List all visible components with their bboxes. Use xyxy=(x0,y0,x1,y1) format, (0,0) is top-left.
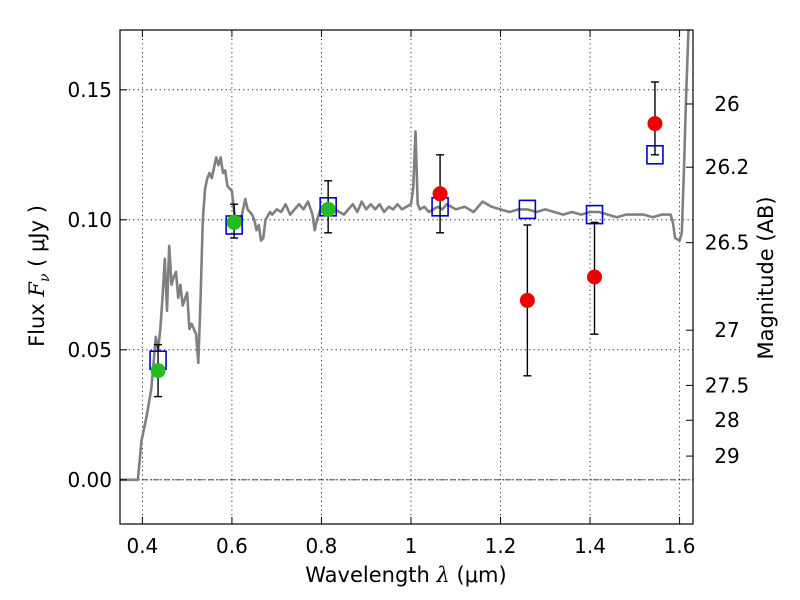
sed-model-line xyxy=(120,30,690,482)
measurement-point xyxy=(647,116,663,132)
detection-point xyxy=(226,214,242,230)
detection-point xyxy=(320,201,336,217)
x-tick-label: 1.6 xyxy=(664,534,696,558)
y2-tick-label: 26.2 xyxy=(705,155,750,179)
x-tick-label: 0.8 xyxy=(306,534,338,558)
y-tick-label: 0.15 xyxy=(67,78,112,102)
x-tick-label: 1.4 xyxy=(574,534,606,558)
y-tick-label: 0.00 xyxy=(67,468,112,492)
model-photometry-square xyxy=(585,204,604,225)
y2-tick-label: 27.5 xyxy=(705,373,750,397)
y2-tick-label: 26.5 xyxy=(705,231,750,255)
y2-tick-label: 29 xyxy=(714,444,739,468)
data-layer xyxy=(120,30,690,482)
y-tick-label: 0.10 xyxy=(67,208,112,232)
grid xyxy=(120,30,693,524)
x-tick-label: 0.4 xyxy=(126,534,158,558)
detection-point xyxy=(150,363,166,379)
x-axis-label: Wavelength λ (μm) xyxy=(305,563,506,587)
x-tick-label: 1.2 xyxy=(485,534,517,558)
y-axis-label: Flux Fν ( μJy ) xyxy=(25,205,53,347)
plot-frame xyxy=(119,29,694,525)
y2-tick-label: 28 xyxy=(714,408,739,432)
axes: 0.4 0.6 0.8 1 1.2 1.4 1.6 0.00 0.05 0.10 0.15 26 26.… xyxy=(67,29,750,558)
y-tick-label: 0.05 xyxy=(67,338,112,362)
measurement-point xyxy=(587,269,603,285)
y2-tick-label: 27 xyxy=(714,318,739,342)
x-tick-label: 0.6 xyxy=(216,534,248,558)
y2-tick-label: 26 xyxy=(714,92,739,116)
measurement-point xyxy=(519,292,535,308)
y2-axis-label: Magnitude (AB) xyxy=(754,196,778,359)
x-tick-label: 1 xyxy=(405,534,418,558)
measurement-point xyxy=(432,186,448,202)
model-photometry-square xyxy=(518,199,537,220)
